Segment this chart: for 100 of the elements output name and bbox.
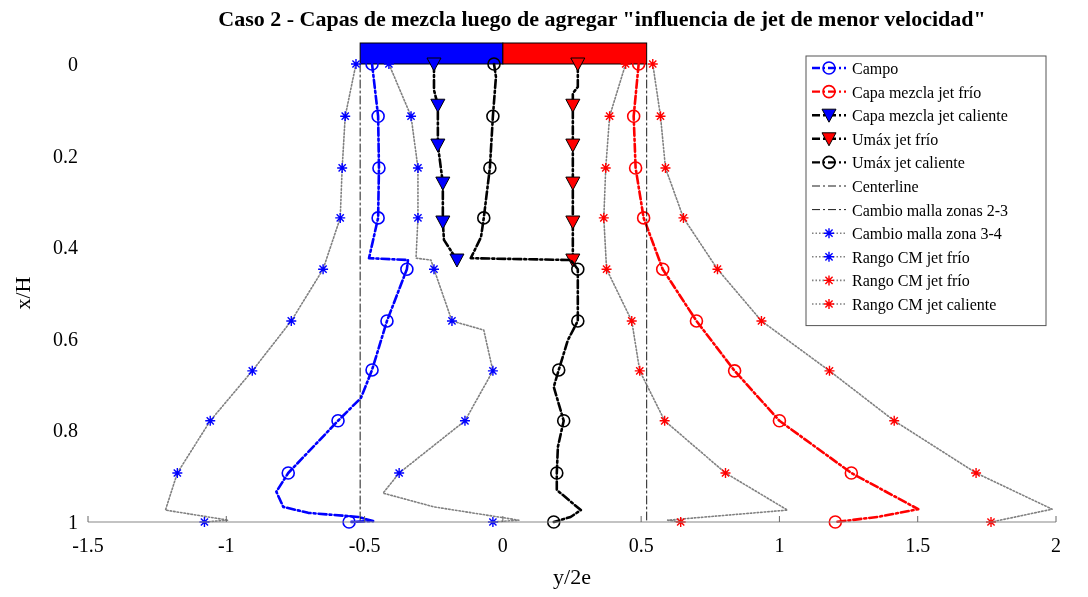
point [570,57,586,72]
point [828,515,843,529]
point [428,263,440,275]
point [342,515,356,529]
point [636,211,651,225]
point [888,415,900,427]
point [598,212,610,224]
point [551,363,566,377]
point [634,365,646,377]
legend-label: Cambio malla zona 3-4 [852,225,1002,243]
legend-label: Umáx jet frío [852,130,939,149]
point [565,215,581,230]
point [755,315,768,327]
point [626,315,638,327]
legend-label: Cambio malla zonas 2-3 [852,201,1008,219]
x-tick-label: -1 [217,534,235,556]
point [658,415,671,427]
point [430,98,446,113]
point [628,161,643,175]
point [659,162,672,174]
point [281,466,296,480]
point [823,365,836,377]
legend-label: Umáx jet caliente [852,154,965,173]
point [435,215,451,230]
point [483,161,497,175]
x-tick-label: 1.5 [905,534,931,556]
point [689,314,704,328]
point [654,110,667,122]
point [336,162,348,174]
point [317,263,329,275]
x-tick-label: -0.5 [348,534,381,556]
point [487,57,501,71]
point [198,516,211,528]
point [412,162,424,174]
point [371,211,385,225]
point [603,110,616,122]
y-tick-label: 0.4 [53,236,78,259]
point [371,109,385,124]
point [647,58,659,70]
point [556,413,571,428]
point [970,467,982,479]
point [772,413,787,428]
legend-label: Capa mezcla jet frío [852,83,982,102]
point [393,467,405,479]
point [380,314,394,328]
point [600,263,613,275]
point [487,516,499,528]
point [435,176,451,191]
point [365,363,379,377]
point [487,365,499,377]
chart-title: Caso 2 - Capas de mezcla luego de agregar "influencia de jet de menor velocidad" [218,6,986,31]
point [571,262,585,276]
x-tick-label: 2 [1051,534,1061,556]
y-tick-label: 0.8 [53,419,78,442]
point [446,315,458,327]
y-axis-title: x/H [10,276,35,310]
point [449,253,465,268]
point [565,138,581,153]
point [350,58,362,70]
point [339,110,351,122]
point [372,161,386,175]
point [565,176,581,191]
legend-label: Rango CM jet caliente [852,296,997,314]
point [400,262,414,276]
point [565,98,581,113]
point [171,467,184,479]
point [546,515,561,529]
point [549,466,564,480]
y-tick-label: 0 [68,53,78,75]
point [412,212,424,224]
point [459,415,471,427]
point [985,516,997,528]
legend-label: Campo [852,60,899,78]
x-tick-label: 0.5 [628,534,654,556]
legend-label: Capa mezcla jet caliente [852,107,1008,126]
point [711,263,724,275]
y-tick-label: 1 [68,511,78,533]
point [571,314,585,328]
point [655,262,670,276]
x-axis-title: y/2e [553,564,591,589]
point [727,364,742,378]
legend-label: Centerline [852,178,919,195]
point [334,212,346,224]
point [331,413,345,428]
x-tick-label: 1 [774,534,785,556]
point [426,57,442,72]
y-tick-label: 0.6 [53,327,78,350]
point [430,138,446,153]
point [719,467,732,479]
x-tick-label: -1.5 [72,534,104,556]
y-tick-label: 0.2 [53,144,78,167]
point [677,212,690,224]
point [405,110,417,122]
point [285,315,297,327]
point [204,415,216,427]
x-tick-label: 0 [497,534,508,556]
point [486,109,500,124]
point [674,516,687,528]
point [246,365,258,377]
point [476,211,491,225]
